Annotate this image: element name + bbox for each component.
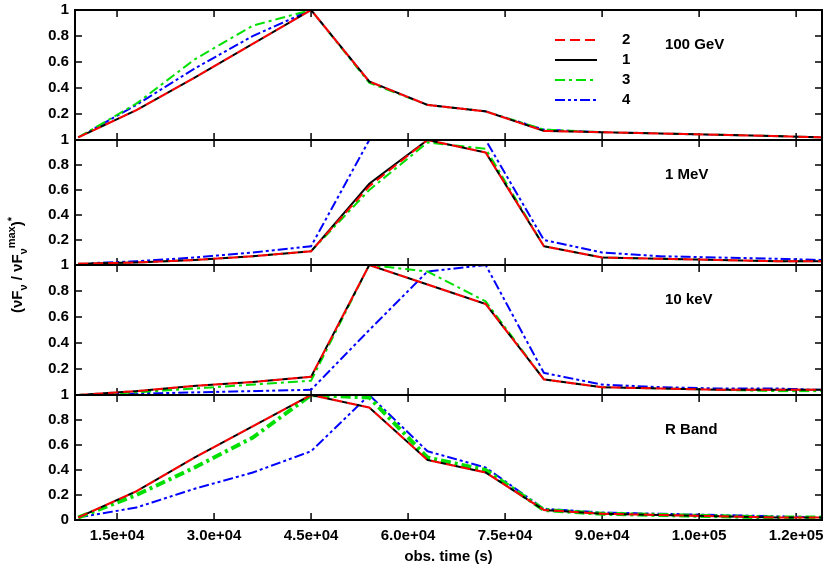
x-axis-label: obs. time (s) <box>404 548 492 565</box>
y-label-part: ν <box>18 284 30 290</box>
y-tick-label: 1 <box>61 1 69 18</box>
x-tick-label: 7.5e+04 <box>478 527 533 544</box>
line <box>77 10 822 139</box>
line <box>78 140 822 265</box>
x-tick-label: 1.0e+05 <box>672 527 727 544</box>
line <box>78 395 822 519</box>
annotation: 10 keV <box>665 291 713 308</box>
legend-label: 3 <box>622 71 630 88</box>
line <box>78 265 822 395</box>
y-label-part: / νF <box>9 254 26 284</box>
y-tick-label: 0.4 <box>48 461 70 478</box>
series-group <box>78 140 822 265</box>
line <box>78 265 822 395</box>
y-label-part: ν <box>18 248 30 254</box>
y-tick-label: 1 <box>61 256 69 273</box>
y-label-part: max <box>6 225 18 248</box>
y-axis-label: (νFν / νFνmax)* <box>6 216 30 313</box>
line <box>78 140 822 265</box>
series-group <box>77 395 822 520</box>
line <box>77 10 822 139</box>
y-tick-label: 0.2 <box>48 231 69 248</box>
annotation: R Band <box>665 421 718 438</box>
line <box>78 140 822 265</box>
line <box>77 395 822 519</box>
y-tick-label: 0.4 <box>48 79 70 96</box>
y-tick-label: 0.2 <box>48 360 69 377</box>
x-tick-label: 4.5e+04 <box>284 527 339 544</box>
y-tick-label: 0.8 <box>48 156 69 173</box>
annotation: 1 MeV <box>665 166 708 183</box>
panel-frame <box>74 394 823 521</box>
legend-label: 4 <box>622 91 631 108</box>
line <box>77 10 822 139</box>
y-tick-label: 1 <box>61 131 69 148</box>
line <box>77 395 822 519</box>
y-tick-label: 1 <box>61 386 69 403</box>
panel-frame <box>74 9 823 141</box>
line <box>77 10 822 139</box>
y-label-part: * <box>6 216 18 221</box>
line <box>77 395 822 520</box>
y-tick-label: 0.6 <box>48 53 69 70</box>
line <box>78 141 822 265</box>
y-tick-label: 0.4 <box>48 206 70 223</box>
x-tick-label: 1.5e+04 <box>90 527 145 544</box>
x-tick-label: 9.0e+04 <box>575 527 630 544</box>
legend-label: 2 <box>622 31 630 48</box>
panel-frame <box>74 264 823 396</box>
y-tick-label: 0.6 <box>48 308 69 325</box>
line <box>78 265 822 395</box>
annotation: 100 GeV <box>665 36 724 53</box>
legend-label: 1 <box>622 51 630 68</box>
y-tick-label: 0.2 <box>48 105 69 122</box>
line <box>78 265 822 395</box>
y-label-part: ) <box>9 221 26 226</box>
x-tick-label: 1.2e+05 <box>769 527 824 544</box>
x-tick-label: 3.0e+04 <box>187 527 242 544</box>
y-tick-label: 0.6 <box>48 181 69 198</box>
y-tick-label: 0 <box>61 511 69 528</box>
y-tick-label: 0.8 <box>48 282 69 299</box>
y-label-part: (νF <box>9 291 26 314</box>
y-tick-label: 0.6 <box>48 436 69 453</box>
y-tick-label: 0.8 <box>48 411 69 428</box>
panel-frame <box>74 139 823 266</box>
y-tick-label: 0.2 <box>48 486 69 503</box>
y-tick-label: 0.4 <box>48 334 70 351</box>
y-tick-label: 0.8 <box>48 27 69 44</box>
series-group <box>77 10 822 139</box>
series-group <box>78 265 822 395</box>
x-tick-label: 6.0e+04 <box>381 527 436 544</box>
